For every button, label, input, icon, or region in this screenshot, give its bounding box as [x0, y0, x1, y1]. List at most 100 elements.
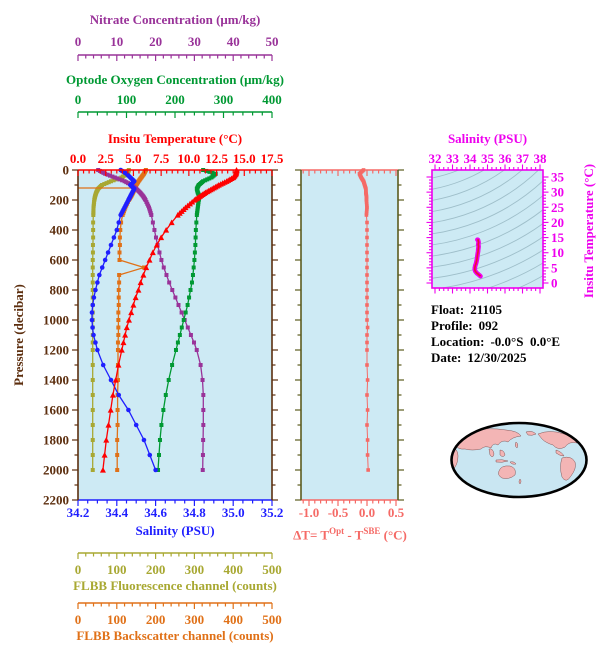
panel-backgrounds	[78, 170, 543, 500]
nitrate-axis-title: Nitrate Concentration (μm/kg)	[89, 12, 261, 27]
svg-text:0.5: 0.5	[388, 505, 405, 520]
svg-text:30: 30	[188, 34, 201, 49]
svg-text:12.5: 12.5	[205, 151, 228, 166]
svg-text:500: 500	[262, 562, 282, 577]
backscatter-axis: 0 100 200 300 400 500	[75, 602, 282, 627]
date-row: Date: 12/30/2025	[431, 350, 560, 366]
fluorescence-axis-title: FLBB Fluorescence channel (counts)	[73, 578, 277, 593]
delta-t-title-sup: SBE	[363, 526, 381, 536]
float-value: 21105	[470, 302, 503, 317]
svg-text:0: 0	[75, 92, 82, 107]
salinity-axis-title: Salinity (PSU)	[135, 523, 215, 538]
svg-text:500: 500	[262, 612, 282, 627]
svg-text:20: 20	[149, 34, 162, 49]
svg-text:5: 5	[551, 260, 558, 275]
svg-text:35: 35	[481, 151, 495, 166]
svg-text:10: 10	[110, 34, 123, 49]
svg-text:34.8: 34.8	[183, 505, 206, 520]
svg-text:-0.5: -0.5	[328, 505, 349, 520]
svg-text:15: 15	[551, 230, 565, 245]
profile-row: Profile: 092	[431, 318, 560, 334]
svg-text:300: 300	[185, 612, 205, 627]
svg-text:400: 400	[262, 92, 282, 107]
svg-text:10: 10	[551, 245, 564, 260]
svg-text:38: 38	[534, 151, 548, 166]
world-map	[450, 421, 588, 499]
delta-t-curve	[357, 168, 370, 472]
svg-text:400: 400	[50, 223, 70, 238]
svg-text:34.6: 34.6	[144, 505, 167, 520]
svg-text:800: 800	[50, 283, 70, 298]
svg-text:17.5: 17.5	[261, 151, 284, 166]
float-label: Float:	[431, 302, 465, 317]
delta-t-title-part: - T	[344, 527, 364, 543]
svg-text:35: 35	[551, 170, 565, 185]
svg-text:20: 20	[551, 215, 564, 230]
backscatter-axis-title: FLBB Backscatter channel (counts)	[76, 628, 274, 643]
svg-text:35.2: 35.2	[261, 505, 284, 520]
svg-text:34.4: 34.4	[105, 505, 128, 520]
svg-text:100: 100	[107, 562, 127, 577]
nitrate-axis: 0 10 20 30 40 50	[75, 34, 279, 61]
salinity-profile-curve	[89, 167, 158, 473]
svg-text:2000: 2000	[43, 463, 69, 478]
svg-text:33: 33	[446, 151, 460, 166]
ts-temperature-axis-title: Insitu Temperature (°C)	[581, 163, 596, 299]
svg-text:25: 25	[551, 200, 565, 215]
date-label: Date:	[431, 350, 462, 365]
pressure-axis-title: Pressure (decibar)	[11, 284, 26, 386]
svg-text:37: 37	[516, 151, 530, 166]
svg-text:1200: 1200	[43, 343, 69, 358]
svg-text:300: 300	[185, 562, 205, 577]
svg-text:-1.0: -1.0	[299, 505, 320, 520]
temperature-profile-curve	[99, 167, 240, 473]
fluorescence-axis: 0 100 200 300 400 500	[75, 552, 282, 577]
svg-text:50: 50	[266, 34, 279, 49]
oxygen-axis-title: Optode Oxygen Concentration (μm/kg)	[66, 72, 284, 87]
date-value: 12/30/2025	[467, 350, 527, 365]
svg-text:0: 0	[551, 276, 558, 291]
profile-label: Profile:	[431, 318, 473, 333]
svg-text:600: 600	[50, 253, 70, 268]
svg-text:0.0: 0.0	[70, 151, 86, 166]
location-value: -0.0°S 0.0°E	[490, 334, 561, 349]
float-id-row: Float: 21105	[431, 302, 560, 318]
delta-t-title-part: ΔT= T	[293, 527, 330, 543]
delta-t-title-part: (°C)	[380, 527, 407, 543]
svg-text:400: 400	[223, 562, 243, 577]
svg-text:0.0: 0.0	[359, 505, 375, 520]
temperature-axis-title: Insitu Temperature (°C)	[107, 131, 243, 146]
svg-text:2200: 2200	[43, 493, 69, 508]
svg-text:15.0: 15.0	[233, 151, 256, 166]
svg-text:200: 200	[146, 562, 166, 577]
delta-t-panel-frame: -1.0 -0.5 0.0 0.5	[295, 169, 405, 520]
svg-text:7.5: 7.5	[153, 151, 170, 166]
svg-text:100: 100	[117, 92, 137, 107]
svg-text:0: 0	[63, 163, 70, 178]
svg-text:200: 200	[50, 193, 70, 208]
svg-text:40: 40	[227, 34, 240, 49]
svg-text:400: 400	[223, 612, 243, 627]
svg-text:32: 32	[429, 151, 442, 166]
svg-text:300: 300	[214, 92, 234, 107]
svg-text:30: 30	[551, 185, 564, 200]
profile-value: 092	[478, 318, 499, 333]
location-row: Location: -0.0°S 0.0°E	[431, 334, 560, 350]
svg-text:200: 200	[146, 612, 166, 627]
delta-t-axis-title: ΔT= TOpt - TSBE (°C)	[270, 523, 430, 543]
svg-text:34.2: 34.2	[67, 505, 90, 520]
oxygen-axis: 0 100 200 300 400	[75, 92, 282, 118]
svg-text:35.0: 35.0	[222, 505, 245, 520]
svg-text:1000: 1000	[43, 313, 69, 328]
svg-text:2.5: 2.5	[98, 151, 115, 166]
delta-t-title-sup: Opt	[329, 526, 345, 536]
svg-text:0: 0	[75, 562, 82, 577]
ts-salinity-axis-title: Salinity (PSU)	[447, 131, 528, 146]
svg-text:5.0: 5.0	[125, 151, 141, 166]
location-label: Location:	[431, 334, 485, 349]
svg-text:0: 0	[75, 34, 82, 49]
svg-text:0: 0	[75, 612, 82, 627]
